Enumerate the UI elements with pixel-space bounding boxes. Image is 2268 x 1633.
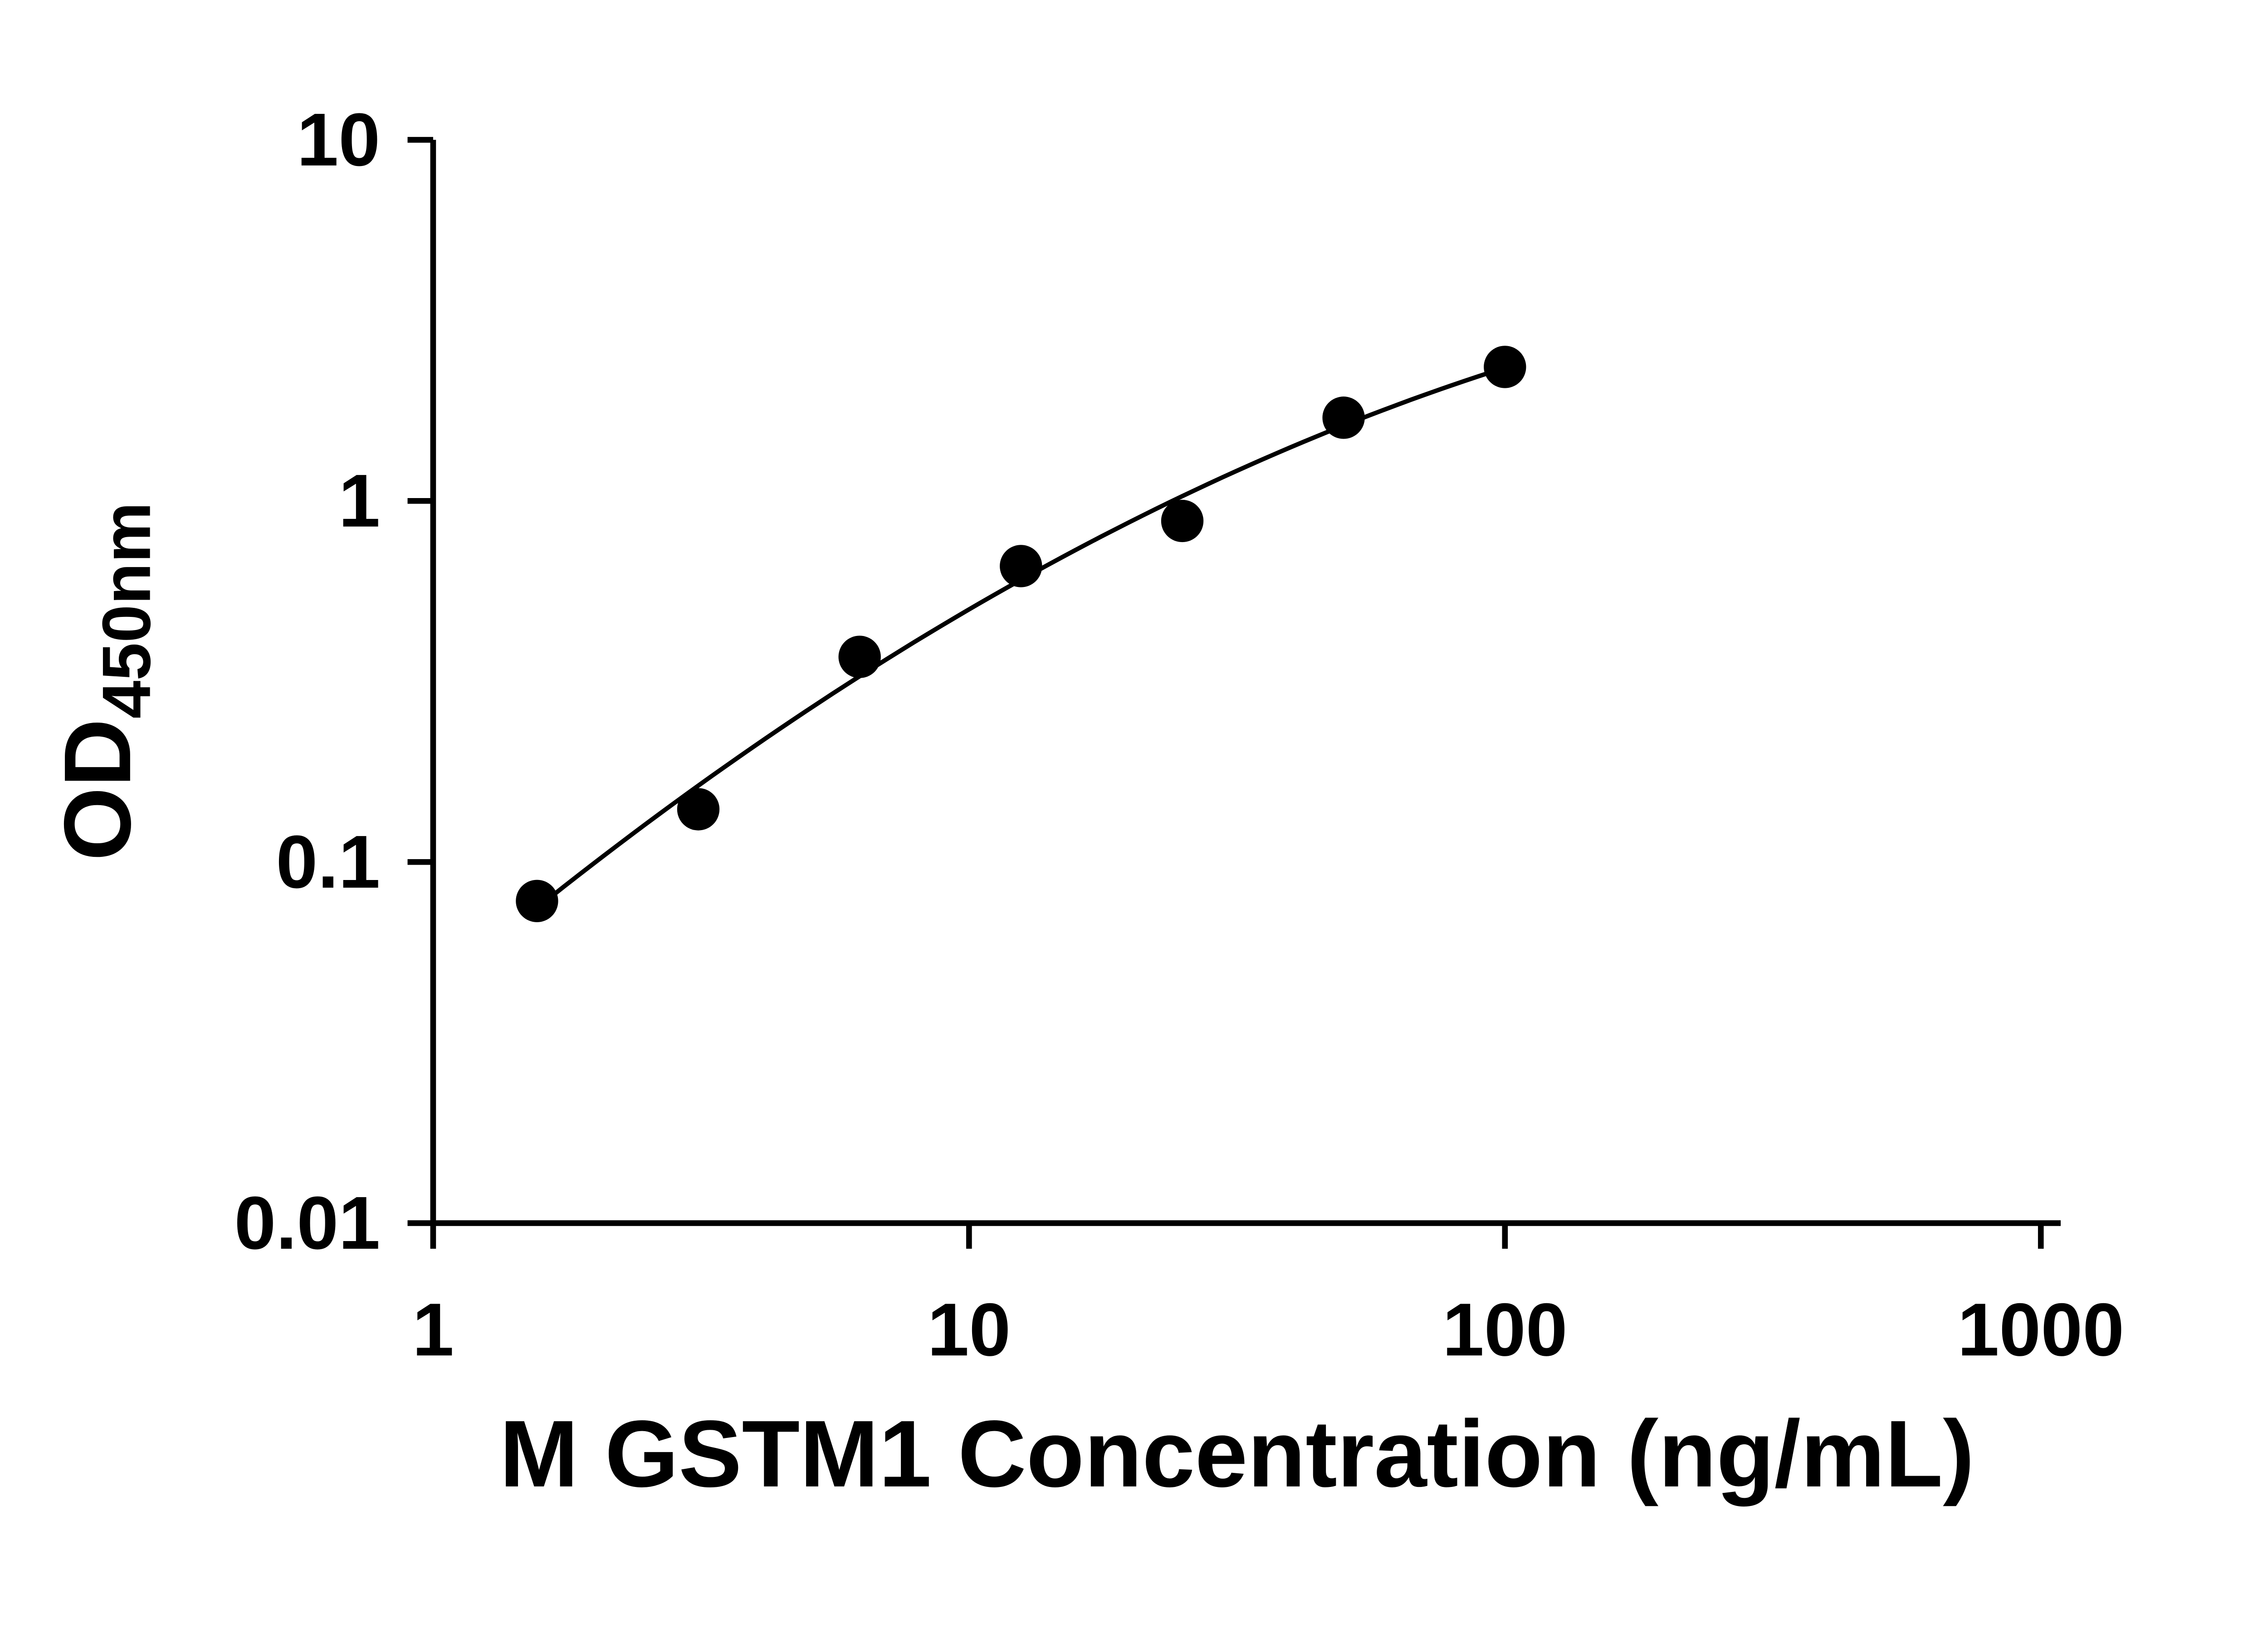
y-tick-label: 0.1 (276, 820, 380, 904)
y-axis-title: OD450nm (45, 502, 165, 861)
elisa-standard-curve-figure: 1 10 100 1000 0.01 0.1 1 10 M GSTM1 Concentratio… (44, 98, 2125, 1507)
y-tick-label: 10 (297, 98, 380, 182)
data-point (677, 788, 720, 831)
data-point (1000, 545, 1042, 587)
data-point (1322, 396, 1365, 439)
y-tick-label: 0.01 (234, 1181, 380, 1265)
fit-curve (535, 365, 1506, 910)
x-tick-label: 1 (412, 1288, 454, 1372)
x-tick-label: 1000 (1957, 1288, 2124, 1372)
x-tick-label: 10 (927, 1288, 1011, 1372)
x-axis-title: M GSTM1 Concentration (ng/mL) (499, 1401, 1975, 1507)
data-point (516, 880, 558, 922)
chart-canvas: 1 10 100 1000 0.01 0.1 1 10 M GSTM1 Concentratio… (44, 98, 2125, 1507)
data-point (1484, 346, 1526, 388)
data-point (1161, 499, 1204, 543)
data-point (838, 636, 881, 678)
x-tick-label: 100 (1442, 1288, 1568, 1372)
y-tick-label: 1 (338, 459, 380, 543)
axes-spines (430, 140, 2061, 1226)
